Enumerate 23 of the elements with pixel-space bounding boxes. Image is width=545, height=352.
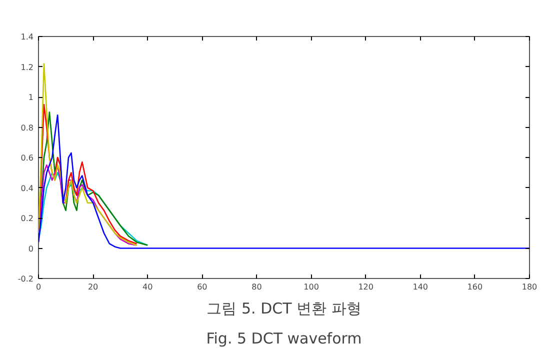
x-tick-label: 0	[36, 282, 42, 292]
y-tick-label: 0.4	[20, 184, 34, 193]
x-tick-label: 140	[412, 282, 428, 292]
y-tick-label: 0.2	[20, 214, 34, 223]
x-tick-label: 160	[467, 282, 483, 292]
y-tick-label: 0.8	[20, 123, 34, 132]
x-tick-label: 40	[142, 282, 153, 292]
x-tick-label: 120	[358, 282, 374, 292]
y-tick-label: -0.2	[18, 274, 34, 284]
x-tick-label: 80	[252, 282, 262, 292]
y-tick-label: 1.4	[20, 32, 34, 42]
text: Fig. 5 DCT waveform	[206, 330, 362, 348]
x-tick-label: 100	[304, 282, 319, 292]
text: 그림 5. DCT 변환 파형	[206, 300, 362, 318]
line-series	[38, 63, 138, 246]
y-tick-label: 1.2	[20, 62, 34, 72]
y-tick-label: 1	[28, 93, 34, 102]
x-tick-label: 60	[197, 282, 208, 292]
y-tick-label: 0	[28, 244, 34, 254]
y-tick-label: 0.6	[20, 154, 34, 162]
x-tick-label: 180	[522, 282, 538, 292]
line-series	[38, 114, 530, 249]
x-tick-label: 20	[88, 282, 98, 292]
